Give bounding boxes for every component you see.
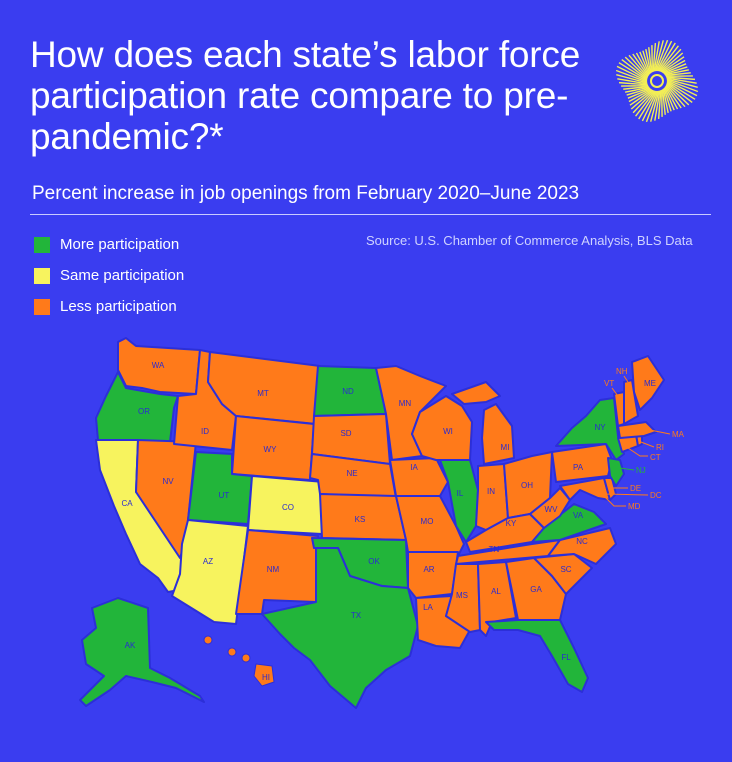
legend-swatch-more [34, 236, 50, 253]
label-mt: MT [257, 389, 269, 398]
state-ma[interactable] [617, 421, 657, 439]
legend-label-same: Same participation [60, 267, 185, 284]
state-nh[interactable] [623, 379, 639, 425]
label-ne: NE [346, 469, 357, 478]
us-states-map: WA OR CA NV ID MT WY UT CO AZ NM ND SD N… [79, 337, 685, 709]
label-ct: CT [650, 453, 661, 462]
divider [30, 214, 711, 215]
label-ri: RI [656, 443, 664, 452]
legend-item-same: Same participation [34, 260, 184, 291]
state-mi[interactable] [451, 381, 515, 465]
label-me: ME [644, 379, 656, 388]
label-id: ID [201, 427, 209, 436]
label-sc: SC [560, 565, 571, 574]
label-ar: AR [423, 565, 434, 574]
label-dc: DC [650, 491, 662, 500]
label-wy: WY [264, 445, 278, 454]
leader-md [603, 495, 626, 507]
label-vt: VT [604, 379, 614, 388]
label-wv: WV [545, 505, 559, 514]
label-ky: KY [506, 519, 517, 528]
label-va: VA [573, 511, 584, 520]
label-nj: NJ [636, 466, 646, 475]
label-fl: FL [561, 653, 571, 662]
label-wi: WI [443, 427, 453, 436]
legend-label-less: Less participation [60, 298, 177, 315]
label-de: DE [630, 484, 641, 493]
state-tx[interactable] [261, 547, 419, 709]
label-ak: AK [125, 641, 136, 650]
leader-ri [640, 441, 655, 448]
state-ak[interactable] [79, 597, 205, 707]
label-nm: NM [267, 565, 280, 574]
label-wa: WA [152, 361, 165, 370]
label-tx: TX [351, 611, 362, 620]
label-il: IL [457, 489, 464, 498]
label-ny: NY [594, 423, 606, 432]
label-ia: IA [410, 463, 418, 472]
state-or[interactable] [95, 371, 179, 443]
label-nv: NV [162, 477, 174, 486]
state-il[interactable] [439, 459, 479, 543]
label-nc: NC [576, 537, 588, 546]
label-md: MD [628, 502, 641, 511]
legend-label-more: More participation [60, 236, 180, 253]
label-hi: HI [262, 673, 270, 682]
legend-swatch-same [34, 267, 50, 284]
label-pa: PA [573, 463, 584, 472]
label-ms: MS [456, 591, 468, 600]
label-nh: NH [616, 367, 628, 376]
legend-swatch-less [34, 298, 50, 315]
leader-ct [627, 447, 648, 457]
label-mn: MN [399, 399, 412, 408]
state-ia[interactable] [389, 457, 449, 497]
label-ks: KS [355, 515, 366, 524]
label-mi: MI [501, 443, 510, 452]
state-me[interactable] [631, 355, 665, 411]
legend: More participation Same participation Le… [34, 229, 184, 322]
label-ga: GA [530, 585, 542, 594]
label-tn: TN [489, 545, 500, 554]
leader-ma [649, 429, 671, 435]
leader-nj [619, 467, 635, 471]
leader-nh [623, 375, 629, 383]
label-al: AL [491, 587, 501, 596]
label-or: OR [138, 407, 150, 416]
label-oh: OH [521, 481, 533, 490]
label-in: IN [487, 487, 495, 496]
label-ma: MA [672, 430, 685, 439]
label-mo: MO [421, 517, 434, 526]
label-ut: UT [219, 491, 230, 500]
legend-item-less: Less participation [34, 291, 184, 322]
label-az: AZ [203, 557, 213, 566]
page-title: How does each state’s labor force partic… [30, 34, 581, 157]
label-ok: OK [368, 557, 380, 566]
leader-vt [611, 387, 619, 397]
label-la: LA [423, 603, 433, 612]
state-hi-group[interactable] [203, 635, 275, 687]
state-fl[interactable] [485, 619, 589, 693]
label-ca: CA [121, 499, 133, 508]
leader-dc [597, 491, 649, 496]
state-ar[interactable] [407, 551, 459, 599]
sunburst-logo-icon [616, 40, 698, 122]
label-sd: SD [340, 429, 351, 438]
state-nj[interactable] [607, 457, 625, 487]
legend-item-more: More participation [34, 229, 184, 260]
state-mo[interactable] [395, 495, 465, 557]
state-nm[interactable] [235, 529, 319, 615]
label-co: CO [282, 503, 294, 512]
source-note: Source: U.S. Chamber of Commerce Analysi… [366, 233, 693, 248]
label-nd: ND [342, 387, 354, 396]
subtitle: Percent increase in job openings from Fe… [32, 183, 580, 204]
